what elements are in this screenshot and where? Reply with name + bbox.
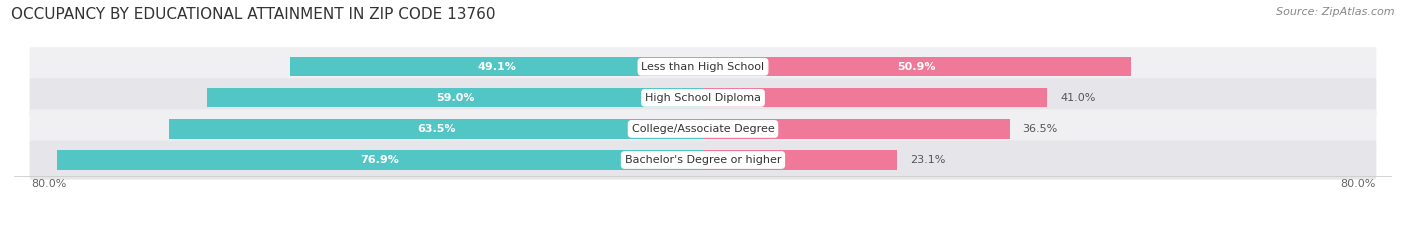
Bar [56,150,703,170]
Bar [703,150,897,170]
FancyBboxPatch shape [30,47,1376,86]
Text: High School Diploma: High School Diploma [645,93,761,103]
Text: 80.0%: 80.0% [31,179,66,189]
Bar [703,88,1047,107]
Bar [291,57,703,76]
FancyBboxPatch shape [30,140,1376,180]
Bar [703,57,1130,76]
Text: 59.0%: 59.0% [436,93,474,103]
Text: 50.9%: 50.9% [897,62,936,72]
Text: Source: ZipAtlas.com: Source: ZipAtlas.com [1277,7,1395,17]
Text: 76.9%: 76.9% [360,155,399,165]
Text: Bachelor's Degree or higher: Bachelor's Degree or higher [624,155,782,165]
Text: 80.0%: 80.0% [1340,179,1375,189]
FancyBboxPatch shape [30,109,1376,148]
Text: OCCUPANCY BY EDUCATIONAL ATTAINMENT IN ZIP CODE 13760: OCCUPANCY BY EDUCATIONAL ATTAINMENT IN Z… [11,7,496,22]
Bar [703,119,1010,139]
Text: 41.0%: 41.0% [1060,93,1095,103]
Text: 63.5%: 63.5% [418,124,456,134]
Text: 49.1%: 49.1% [477,62,516,72]
Text: 23.1%: 23.1% [910,155,945,165]
Text: 36.5%: 36.5% [1022,124,1057,134]
Text: College/Associate Degree: College/Associate Degree [631,124,775,134]
Text: Less than High School: Less than High School [641,62,765,72]
Bar [170,119,703,139]
Bar [207,88,703,107]
FancyBboxPatch shape [30,78,1376,117]
